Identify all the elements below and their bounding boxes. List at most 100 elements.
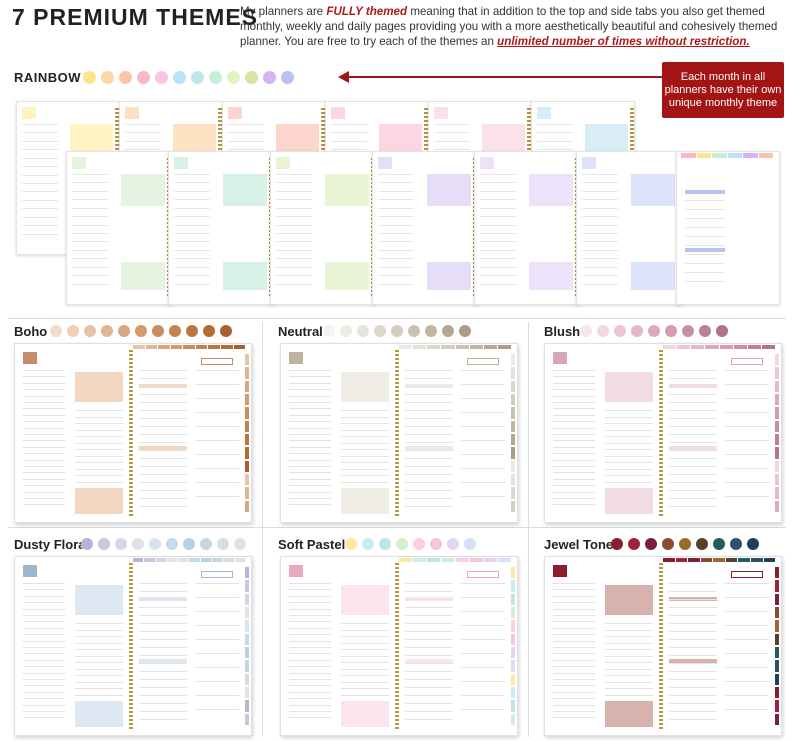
ruled-line [195,611,239,612]
todo-line [341,629,389,631]
side-tab [245,473,249,486]
schedule-line [553,698,595,700]
ruled-line [378,249,415,251]
ruled-line [685,254,725,255]
ruled-line [669,506,717,507]
todo-line [341,694,389,696]
todo-line [341,681,389,683]
ruled-line [276,207,313,209]
schedule-line [23,427,65,429]
ruled-line [461,667,505,668]
side-tab [511,713,515,725]
intro-text-2: meaning that in addition to the top and … [240,5,778,48]
schedule-line [553,402,595,403]
swatch-row-jewel-tone [611,538,759,550]
schedule-line [289,666,331,668]
ruled-line [22,140,58,142]
ruled-line [461,597,505,598]
ruled-line [669,719,717,720]
side-tabs [245,354,249,512]
page-date-badge [331,107,345,119]
ruled-line [434,132,470,134]
ruled-line [461,468,505,469]
ruled-line [725,440,769,441]
schedule-line [289,466,331,467]
ruled-line [405,615,453,616]
side-tab [511,393,515,406]
ruled-line [139,663,187,664]
todo-line [605,662,653,663]
todo-line [605,655,653,657]
ruled-line [669,402,717,403]
ruled-line [461,583,505,584]
schedule-line [553,589,595,591]
side-tab [511,580,515,592]
ruled-line [195,370,239,371]
schedule-line [23,459,65,461]
ruled-line [405,663,453,664]
schedule-line [23,402,65,403]
color-swatch-neutral-4 [374,325,386,337]
ruled-line [72,275,109,277]
ruled-line [139,671,187,672]
ruled-line [669,434,717,435]
ruled-line [669,679,717,680]
rainbow-page-bottom-5 [474,151,580,305]
page-date-badge [582,157,596,169]
arrow-line [348,76,664,78]
ruled-line [195,695,239,696]
color-swatch-neutral-3 [357,325,369,337]
ruled-line [669,378,717,379]
color-swatch-soft_pastel-6 [430,538,442,550]
page-color-box [121,174,165,206]
ruled-line [405,386,453,387]
schedule-line [23,472,65,474]
ruled-line [22,191,58,193]
ruled-line [174,258,211,260]
ruled-line [195,653,239,654]
notes-box [75,701,123,727]
ruled-line [725,681,769,682]
schedule-line [289,595,331,597]
ruled-line [582,233,619,234]
color-swatch-jewel_tone-8 [730,538,742,550]
side-tab [245,606,249,619]
ruled-line [125,149,161,151]
tab-chip [158,345,170,349]
ruled-line [725,384,769,385]
page-date-badge [228,107,242,119]
callout-box: Each month in all planners have their ow… [662,62,784,118]
schedule-line [553,446,595,448]
todo-line [605,629,653,631]
schedule-line [289,672,331,674]
ruled-line [195,667,239,668]
swatch-row-blush [580,325,728,337]
todo-line [75,429,123,431]
page-button [201,358,233,365]
schedule-line [23,711,65,712]
ruled-line [331,124,367,125]
tab-chip [455,558,469,562]
ruled-line [174,224,211,226]
ruled-line [405,442,453,443]
ruled-line [669,647,717,648]
ruled-line [582,174,619,175]
color-swatch-rainbow-12 [281,71,294,84]
schedule-line [553,414,595,416]
side-tab [245,407,249,419]
side-tabs [511,354,515,512]
ruled-line [405,466,453,467]
todo-line [75,410,123,411]
todo-line [75,662,123,663]
schedule-line [553,634,595,636]
ruled-line [139,639,187,640]
todo-line [75,455,123,457]
ruled-line [378,174,415,175]
todo-line [341,649,389,650]
ruled-line [139,703,187,704]
ruled-line [139,506,187,507]
side-tab [775,393,779,406]
ruled-line [195,482,239,483]
ruled-line [139,687,187,688]
tab-chip [712,153,727,158]
